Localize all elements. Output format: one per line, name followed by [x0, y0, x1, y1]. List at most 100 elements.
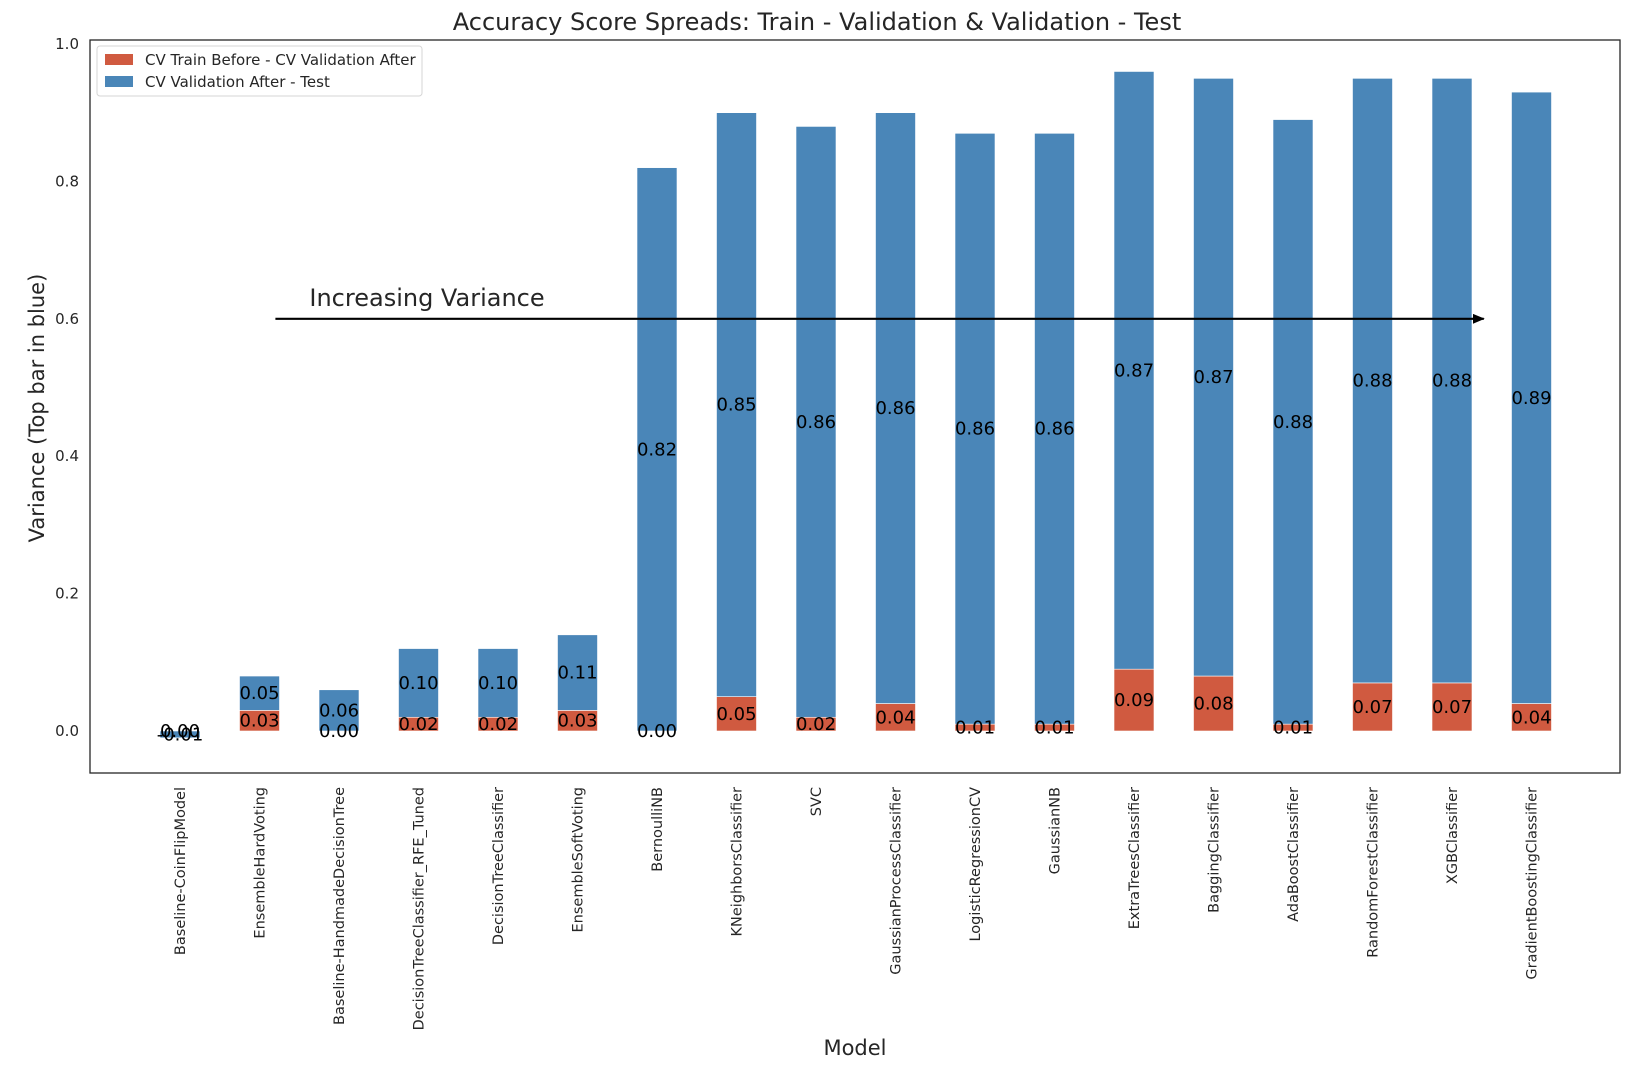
- bar-lower-segment: [1352, 682, 1393, 732]
- data-label-upper: 0.86: [955, 419, 995, 440]
- chart-title: Accuracy Score Spreads: Train - Validati…: [453, 8, 1181, 36]
- x-tick-label: ExtraTreesClassifier: [1127, 787, 1143, 929]
- data-label-lower: 0.02: [398, 714, 438, 735]
- bar-upper-segment: [1034, 133, 1075, 725]
- legend-box: [96, 45, 423, 97]
- annotation-text: Increasing Variance: [309, 284, 544, 312]
- data-label-upper: 0.10: [398, 673, 438, 694]
- data-label-upper: 0.87: [1193, 367, 1233, 388]
- bar-upper-segment: [636, 167, 678, 732]
- y-tick-label: 0.8: [55, 172, 79, 190]
- data-label-lower: 0.05: [716, 704, 756, 725]
- x-tick-label: SVC: [809, 787, 825, 816]
- bar-upper-segment: [477, 648, 519, 718]
- data-label-lower: 0.02: [796, 714, 836, 735]
- bar-upper-segment: [875, 112, 916, 704]
- x-tick-label: DecisionTreeClassifier_RFE_Tuned: [412, 787, 428, 1030]
- data-label-lower: 0.08: [1193, 694, 1233, 715]
- bar-lower-segment: [716, 696, 757, 732]
- x-tick-label: LogisticRegressionCV: [968, 787, 984, 942]
- bar-upper-segment: [1193, 78, 1234, 677]
- x-tick-label: GradientBoostingClassifier: [1525, 787, 1541, 980]
- data-label-upper: 0.11: [557, 663, 597, 684]
- data-label-lower: 0.09: [1114, 690, 1154, 711]
- x-tick-label: AdaBoostClassifier: [1286, 787, 1302, 922]
- data-label-lower: 0.04: [875, 707, 915, 728]
- y-tick-label: 0.6: [55, 310, 79, 328]
- y-tick-label: 0.4: [55, 447, 79, 465]
- data-label-lower: 0.01: [1273, 718, 1313, 739]
- legend-label: CV Train Before - CV Validation After: [145, 51, 416, 69]
- x-tick-label: Baseline-CoinFlipModel: [173, 787, 189, 955]
- annotation-group: Increasing Variance: [275, 284, 1485, 324]
- x-tick-label: KNeighborsClassifier: [730, 787, 746, 937]
- data-label-upper: 0.86: [796, 412, 836, 433]
- plot-frame: [89, 39, 1621, 774]
- data-label-lower: 0.00: [637, 721, 677, 742]
- data-label-lower: 0.07: [1352, 697, 1392, 718]
- x-tick-label: DecisionTreeClassifier: [491, 787, 507, 945]
- x-tick-label: BernoulliNB: [650, 787, 666, 872]
- bar-upper-segment: [716, 112, 757, 697]
- x-tick-label: EnsembleHardVoting: [253, 787, 269, 939]
- data-label-upper: 0.87: [1114, 360, 1154, 381]
- x-tick-label: EnsembleSoftVoting: [571, 787, 587, 933]
- legend-swatch: [105, 76, 133, 87]
- bar-upper-segment: [1511, 91, 1552, 704]
- x-tick-label: RandomForestClassifier: [1366, 787, 1382, 958]
- x-tick-label: BaggingClassifier: [1207, 787, 1223, 913]
- legend-swatch: [105, 54, 133, 65]
- bar-upper-segment: [557, 634, 598, 711]
- data-label-lower: 0.00: [160, 721, 200, 742]
- bar-upper-segment: [318, 689, 360, 732]
- data-label-lower: 0.01: [1034, 718, 1074, 739]
- data-label-lower: 0.01: [955, 718, 995, 739]
- bars-group: [159, 71, 1552, 739]
- data-label-upper: 0.89: [1511, 388, 1551, 409]
- data-label-upper: -0.01: [157, 724, 204, 745]
- data-labels-group: 0.00-0.010.030.050.000.060.020.100.020.1…: [157, 360, 1552, 745]
- legend-label: CV Validation After - Test: [145, 73, 330, 91]
- legend: CV Train Before - CV Validation After CV …: [96, 45, 423, 97]
- data-label-upper: 0.88: [1432, 371, 1472, 392]
- y-tick-label: 1.0: [55, 35, 79, 53]
- data-label-upper: 0.88: [1352, 371, 1392, 392]
- bar-lower-segment: [1431, 682, 1473, 732]
- data-label-upper: 0.86: [875, 398, 915, 419]
- bar-upper-segment: [1352, 78, 1393, 684]
- data-label-upper: 0.06: [319, 700, 359, 721]
- data-label-lower: 0.02: [478, 714, 518, 735]
- bar-upper-segment: [1272, 119, 1314, 725]
- x-axis-ticks: Baseline-CoinFlipModel EnsembleHardVoting…: [173, 787, 1541, 1030]
- data-label-upper: 0.86: [1034, 419, 1074, 440]
- data-label-lower: 0.03: [557, 711, 597, 732]
- x-tick-label: GaussianNB: [1048, 787, 1064, 874]
- y-axis-ticks: 0.0 0.2 0.4 0.6 0.8 1.0: [55, 35, 79, 740]
- data-label-lower: 0.03: [239, 711, 279, 732]
- bar-upper-segment: [795, 126, 837, 718]
- x-tick-label: XGBClassifier: [1445, 787, 1461, 884]
- bar-lower-segment: [875, 703, 916, 732]
- data-label-upper: 0.10: [478, 673, 518, 694]
- bar-lower-segment: [1511, 703, 1552, 732]
- y-axis-label: Variance (Top bar in blue): [25, 274, 49, 543]
- data-label-upper: 0.82: [637, 439, 677, 460]
- data-label-upper: 0.85: [716, 395, 756, 416]
- x-tick-label: GaussianProcessClassifier: [889, 787, 905, 975]
- x-axis-label: Model: [823, 1036, 886, 1060]
- bar-upper-segment: [1431, 78, 1473, 684]
- bar-upper-segment: [159, 730, 201, 739]
- y-tick-label: 0.0: [55, 722, 79, 740]
- data-label-lower: 0.00: [319, 721, 359, 742]
- bar-upper-segment: [954, 133, 996, 725]
- y-tick-label: 0.2: [55, 585, 79, 603]
- bar-upper-segment: [398, 648, 439, 718]
- bar-upper-segment: [1113, 71, 1155, 670]
- data-label-lower: 0.04: [1511, 707, 1551, 728]
- data-label-lower: 0.07: [1432, 697, 1472, 718]
- data-label-upper: 0.05: [239, 683, 279, 704]
- x-tick-label: Baseline-HandmadeDecisionTree: [332, 787, 348, 1025]
- bar-upper-segment: [239, 675, 280, 711]
- bar-lower-segment: [1193, 675, 1234, 732]
